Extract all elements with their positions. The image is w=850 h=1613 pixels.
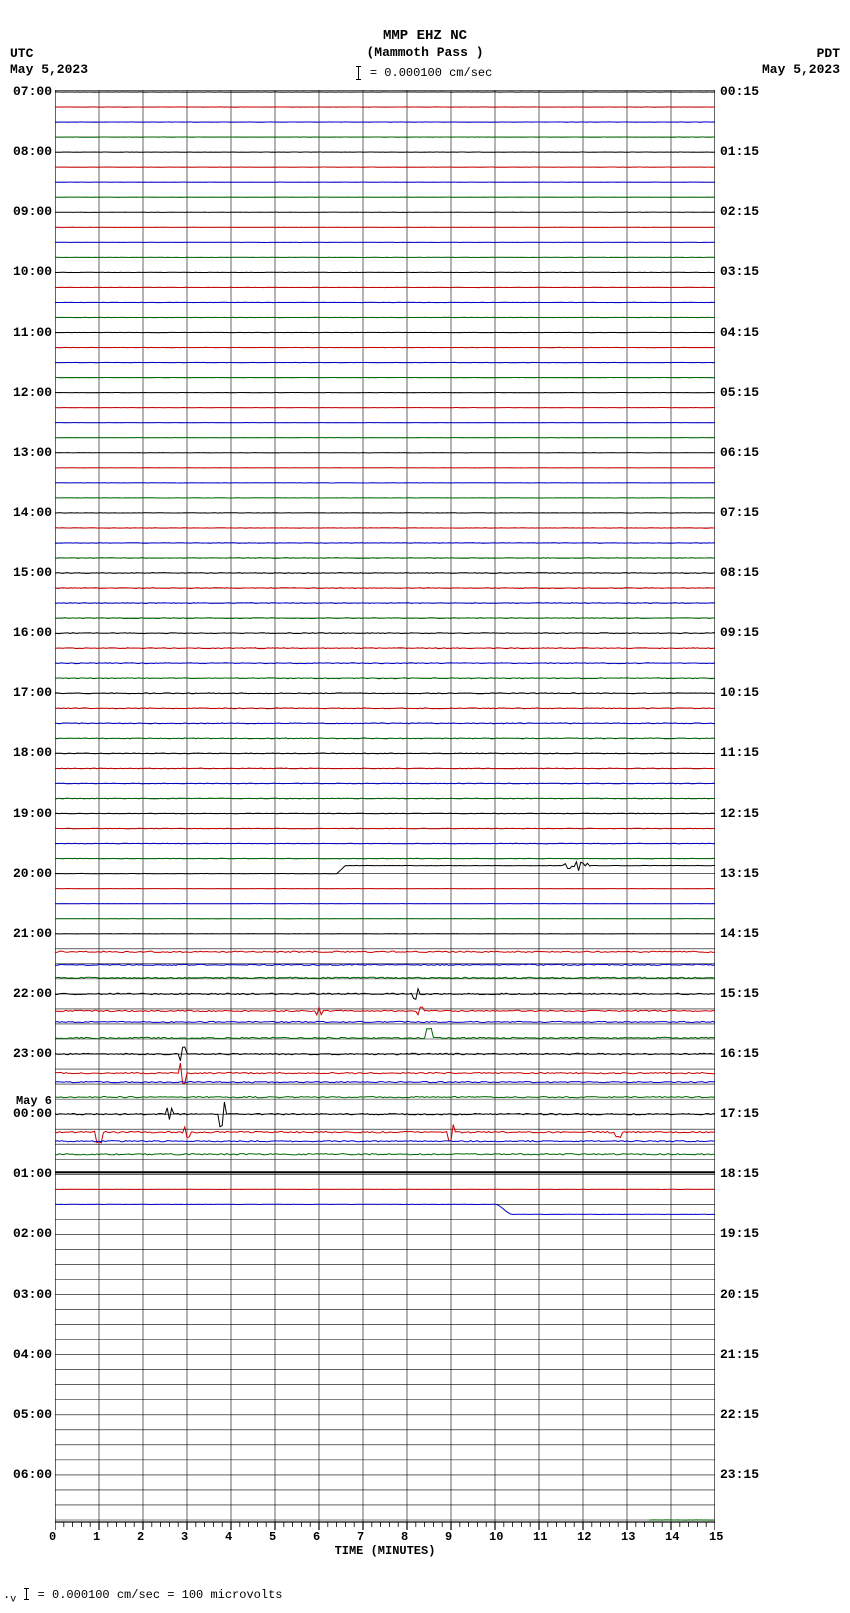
- right-hour-label: 11:15: [720, 745, 759, 760]
- footer-scale: .v = 0.000100 cm/sec = 100 microvolts: [3, 1588, 282, 1605]
- left-hour-label: 02:00: [0, 1226, 52, 1241]
- left-hour-label: 05:00: [0, 1407, 52, 1422]
- right-hour-label: 17:15: [720, 1106, 759, 1121]
- right-hour-label: 01:15: [720, 144, 759, 159]
- scale-text: = 0.000100 cm/sec: [370, 66, 492, 80]
- left-hour-label: 17:00: [0, 685, 52, 700]
- x-tick-label: 6: [313, 1530, 320, 1544]
- left-hour-label: 04:00: [0, 1347, 52, 1362]
- x-tick-label: 5: [269, 1530, 276, 1544]
- right-hour-label: 20:15: [720, 1287, 759, 1302]
- x-tick-label: 12: [577, 1530, 591, 1544]
- right-hour-label: 12:15: [720, 806, 759, 821]
- left-hour-label: 03:00: [0, 1287, 52, 1302]
- right-tz-label: PDT: [762, 46, 840, 62]
- x-tick-label: 9: [445, 1530, 452, 1544]
- right-hour-label: 08:15: [720, 565, 759, 580]
- x-tick-label: 11: [533, 1530, 547, 1544]
- left-hour-label: 14:00: [0, 505, 52, 520]
- right-timezone-block: PDT May 5,2023: [762, 46, 840, 77]
- x-tick-label: 13: [621, 1530, 635, 1544]
- right-hour-label: 03:15: [720, 264, 759, 279]
- footer-sub: v: [10, 1594, 16, 1605]
- left-hour-label: 18:00: [0, 745, 52, 760]
- right-hour-label: 02:15: [720, 204, 759, 219]
- station-code: MMP EHZ NC: [0, 28, 850, 45]
- right-hour-label: 06:15: [720, 445, 759, 460]
- right-hour-label: 23:15: [720, 1467, 759, 1482]
- x-tick-label: 3: [181, 1530, 188, 1544]
- x-tick-label: 0: [49, 1530, 56, 1544]
- right-hour-label: 16:15: [720, 1046, 759, 1061]
- plot-area: [55, 90, 715, 1550]
- left-hour-label: 11:00: [0, 325, 52, 340]
- right-hour-label: 04:15: [720, 325, 759, 340]
- left-hour-label: 00:00: [0, 1106, 52, 1121]
- seismogram-page: MMP EHZ NC (Mammoth Pass ) = 0.000100 cm…: [0, 0, 850, 1613]
- station-header: MMP EHZ NC (Mammoth Pass ): [0, 28, 850, 60]
- day-break-label: May 6: [0, 1094, 52, 1108]
- left-hour-label: 16:00: [0, 625, 52, 640]
- x-tick-label: 4: [225, 1530, 232, 1544]
- right-hour-label: 21:15: [720, 1347, 759, 1362]
- right-hour-label: 10:15: [720, 685, 759, 700]
- left-tz-label: UTC: [10, 46, 88, 62]
- scale-indicator: = 0.000100 cm/sec: [0, 66, 850, 80]
- x-tick-label: 10: [489, 1530, 503, 1544]
- right-hour-label: 15:15: [720, 986, 759, 1001]
- x-tick-label: 2: [137, 1530, 144, 1544]
- left-hour-label: 08:00: [0, 144, 52, 159]
- x-tick-label: 8: [401, 1530, 408, 1544]
- x-tick-label: 14: [665, 1530, 679, 1544]
- left-hour-label: 19:00: [0, 806, 52, 821]
- left-hour-label: 13:00: [0, 445, 52, 460]
- left-hour-label: 15:00: [0, 565, 52, 580]
- left-hour-label: 22:00: [0, 986, 52, 1001]
- right-hour-label: 09:15: [720, 625, 759, 640]
- x-axis-title: TIME (MINUTES): [55, 1544, 715, 1558]
- left-hour-label: 09:00: [0, 204, 52, 219]
- seismogram-svg: [55, 90, 715, 1550]
- right-hour-label: 00:15: [720, 84, 759, 99]
- station-location: (Mammoth Pass ): [0, 45, 850, 61]
- x-tick-label: 15: [709, 1530, 723, 1544]
- left-hour-label: 10:00: [0, 264, 52, 279]
- x-tick-label: 7: [357, 1530, 364, 1544]
- right-hour-label: 19:15: [720, 1226, 759, 1241]
- left-hour-label: 23:00: [0, 1046, 52, 1061]
- left-hour-label: 06:00: [0, 1467, 52, 1482]
- x-tick-label: 1: [93, 1530, 100, 1544]
- left-hour-label: 21:00: [0, 926, 52, 941]
- right-hour-label: 22:15: [720, 1407, 759, 1422]
- left-timezone-block: UTC May 5,2023: [10, 46, 88, 77]
- left-hour-label: 20:00: [0, 866, 52, 881]
- footer-text: = 0.000100 cm/sec = 100 microvolts: [38, 1588, 283, 1602]
- scale-bar-icon: [358, 66, 359, 80]
- right-date: May 5,2023: [762, 62, 840, 78]
- right-hour-label: 14:15: [720, 926, 759, 941]
- right-hour-label: 07:15: [720, 505, 759, 520]
- right-hour-label: 18:15: [720, 1166, 759, 1181]
- right-hour-label: 05:15: [720, 385, 759, 400]
- left-hour-label: 01:00: [0, 1166, 52, 1181]
- footer-bar-icon: [26, 1588, 27, 1600]
- left-date: May 5,2023: [10, 62, 88, 78]
- right-hour-label: 13:15: [720, 866, 759, 881]
- left-hour-label: 07:00: [0, 84, 52, 99]
- left-hour-label: 12:00: [0, 385, 52, 400]
